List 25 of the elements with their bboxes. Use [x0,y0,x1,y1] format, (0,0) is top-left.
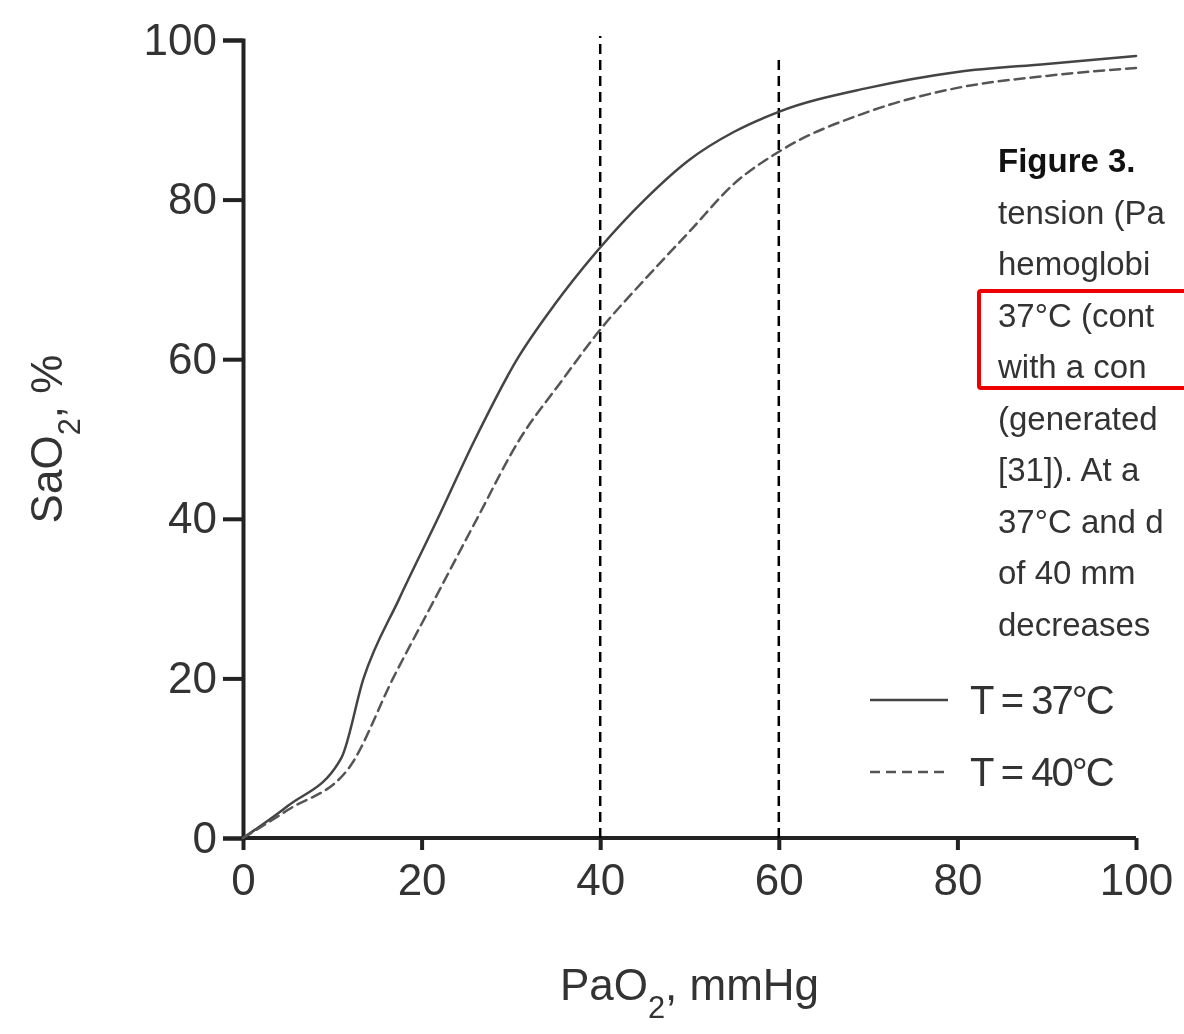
annotation: of 40 mm [998,554,1136,591]
annotation: [31]). At a [998,451,1140,488]
y-tick-label: 40 [168,493,217,543]
x-tick-label: 20 [397,855,447,905]
y-tick-label: 80 [168,174,217,224]
x-tick-label: 60 [754,855,804,905]
annotation: with a con [997,348,1147,385]
annotation: decreases [998,605,1151,643]
annotation: tension (Pa [998,193,1166,231]
x-axis-title: PaO$_{2}$, mmHg [559,960,820,1025]
x-tick-label: 0 [231,855,256,905]
legend-label: T = 40°C [970,750,1114,794]
annotation: 37°C (cont [998,296,1155,334]
annotation: Figure 3. [998,142,1136,179]
x-tick-label: 40 [576,855,626,905]
y-tick-label: 60 [168,333,217,383]
annotation: (generated [998,399,1158,437]
y-tick-label: 100 [143,14,217,64]
annotation: 37°C and d [998,502,1164,540]
x-tick-label: 100 [1099,855,1174,905]
y-tick-label: 20 [168,652,217,702]
y-tick-label: 0 [192,812,217,862]
annotation: hemoglobi [998,245,1151,282]
legend-label: T = 37°C [970,678,1114,722]
x-tick-label: 80 [933,855,983,905]
